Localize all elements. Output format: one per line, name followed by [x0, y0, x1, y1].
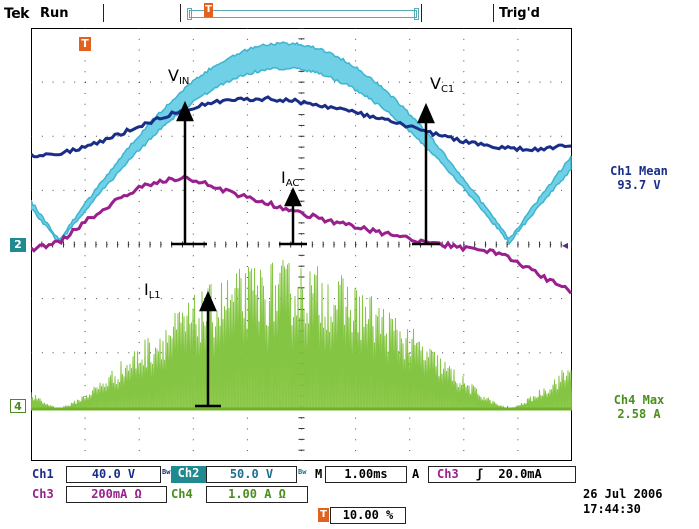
record-divider-left [180, 4, 181, 22]
record-divider-right [421, 4, 422, 22]
trigger-position-icon: T [204, 3, 213, 17]
ch1-mean-readout: Ch1 Mean 93.7 V [579, 164, 699, 192]
ch1-mean-label: Ch1 Mean [610, 164, 668, 178]
record-bar-right-cap [414, 8, 419, 20]
status-divider [103, 4, 104, 22]
timebase-prefix: M [315, 467, 323, 481]
trigger-position-percent: 10.00 % [330, 507, 406, 524]
ch1-capacitor-voltage-waveform [31, 95, 572, 159]
record-length-bar [187, 8, 419, 20]
ch4-label: Ch4 [171, 487, 193, 501]
trigger-level: 20.0mA [498, 467, 542, 481]
waveform-display [31, 28, 572, 461]
ch1-bandwidth-icon: Bw [162, 468, 171, 476]
trigger-level-arrow-icon: ◂ [562, 238, 569, 252]
time: 17:44:30 [583, 502, 641, 516]
brand-logo: Tek [4, 6, 30, 22]
ch1-label: Ch1 [32, 467, 54, 481]
trigger-source: Ch3 [437, 467, 459, 481]
timebase-value: 1.00ms [325, 466, 407, 483]
trigger-mode: A [412, 467, 420, 481]
trigger-slope-icon: ʃ [475, 467, 484, 481]
vc1-arrow-head [417, 102, 435, 124]
ch2-bandwidth-icon: Bw [298, 468, 307, 476]
vin-label: VIN [168, 66, 190, 87]
record-bar-left-cap [187, 8, 192, 20]
ch4-max-value: 2.58 A [617, 407, 661, 421]
ch4-max-readout: Ch4 Max 2.58 A [579, 393, 699, 421]
ch3-ac-current-waveform [31, 174, 572, 295]
acquisition-status: Run [40, 6, 69, 21]
trigger-status: Trig'd [499, 6, 540, 21]
trigger-settings: Ch3 ʃ 20.0mA [428, 466, 576, 483]
vc1-label: VC1 [430, 74, 455, 95]
ch4-ground-marker: 4 [10, 399, 26, 413]
il1-label: IL1 [144, 280, 161, 301]
trigger-marker-icon: T [79, 37, 91, 51]
ch2-label: Ch2 [171, 466, 206, 483]
timestamp: 26 Jul 2006 17:44:30 [583, 487, 662, 517]
ch4-scale: 1.00 A Ω [206, 486, 308, 503]
date: 26 Jul 2006 [583, 487, 663, 501]
trigger-divider [493, 4, 494, 22]
ch1-scale: 40.0 V [66, 466, 161, 483]
iac-label: IAC [281, 168, 300, 189]
ch2-input-voltage-waveform [31, 41, 572, 246]
ch3-label: Ch3 [32, 487, 54, 501]
trigger-position-marker-icon: T [318, 508, 329, 522]
ch4-max-label: Ch4 Max [613, 393, 665, 407]
iac-arrow-head [284, 187, 302, 207]
vin-arrow-head [176, 100, 194, 122]
ch2-scale: 50.0 V [206, 466, 297, 483]
ch2-ground-marker: 2 [10, 238, 26, 252]
ch3-scale: 200mA Ω [66, 486, 167, 503]
ch1-mean-value: 93.7 V [617, 178, 661, 192]
il1-arrow-head [199, 290, 217, 312]
